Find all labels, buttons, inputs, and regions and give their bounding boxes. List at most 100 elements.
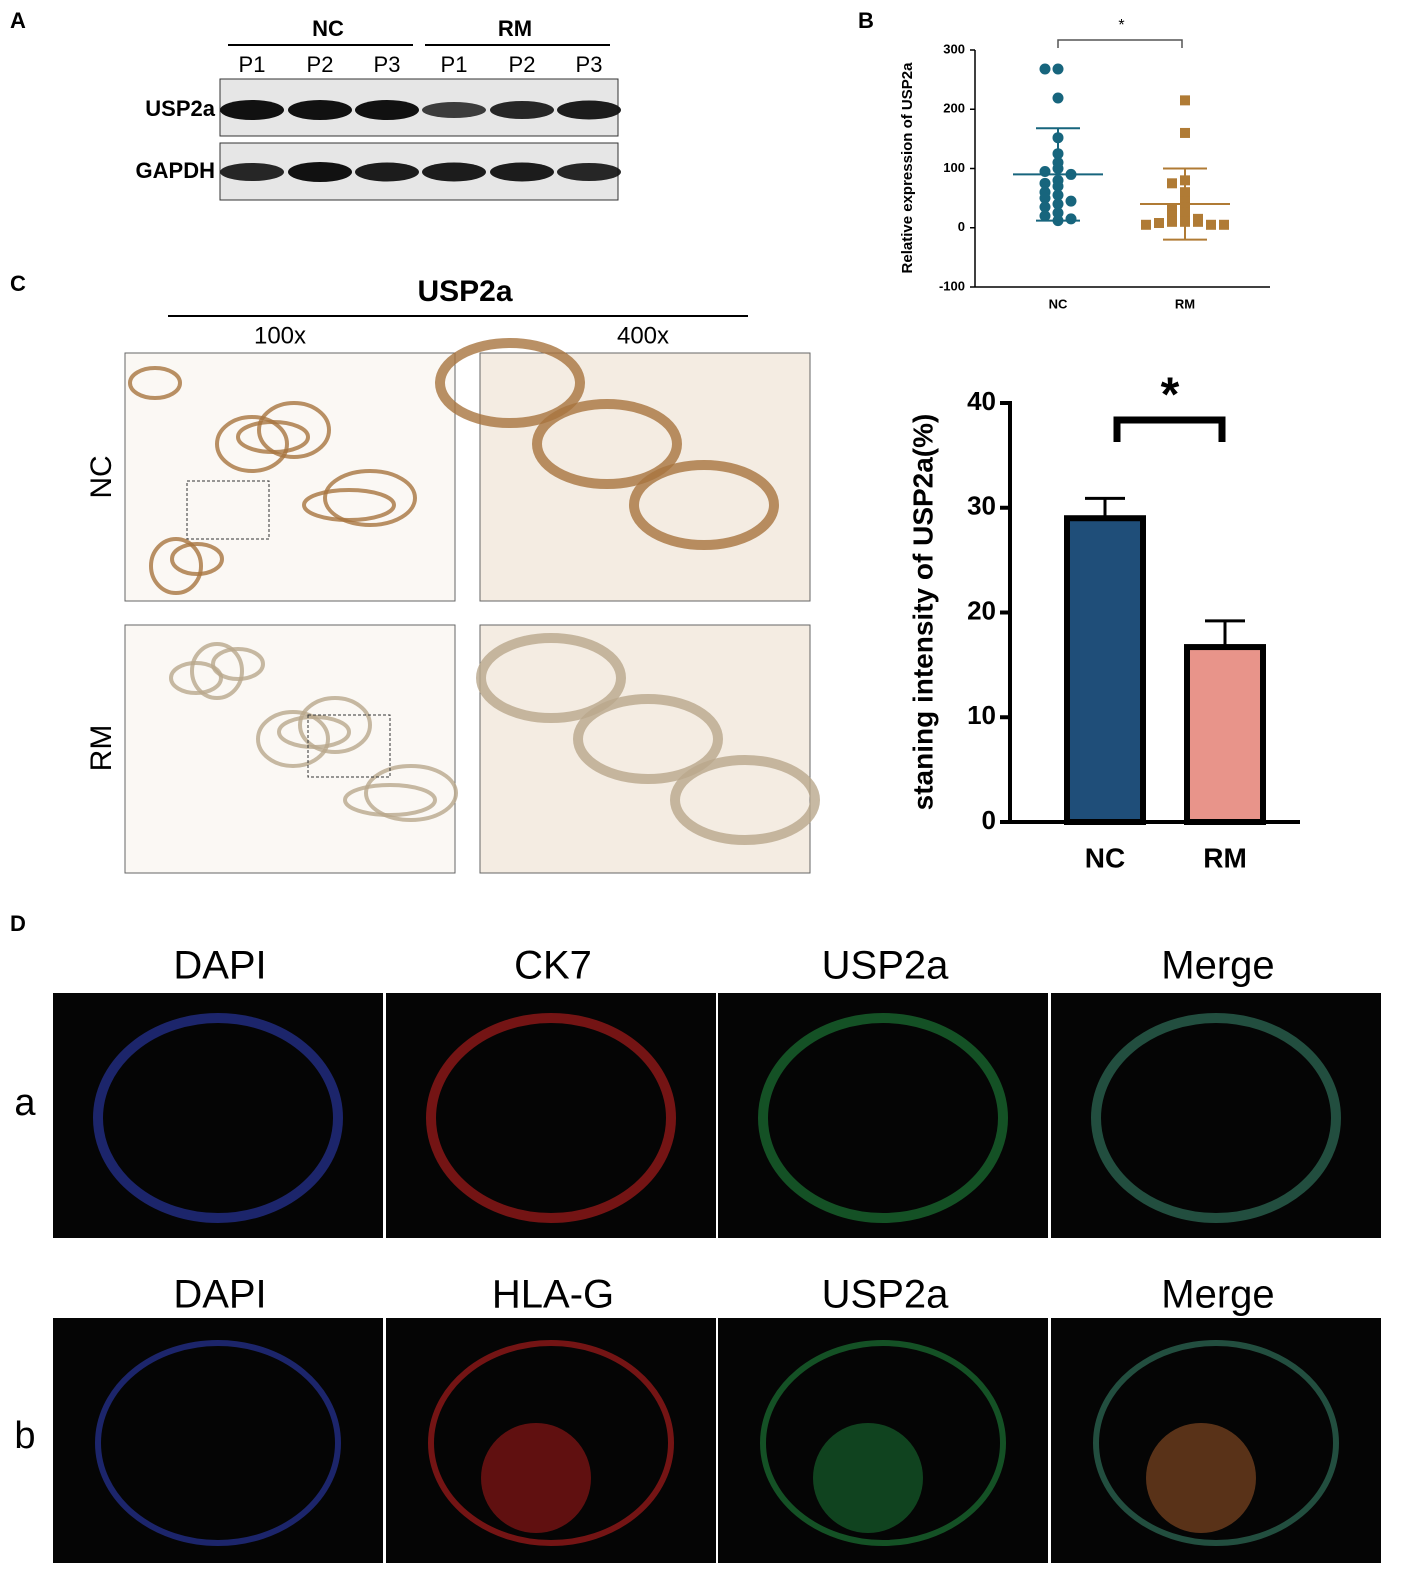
tissue	[670, 755, 820, 845]
ihc-image	[479, 624, 811, 874]
if-image	[53, 1318, 383, 1563]
if-image	[718, 1318, 1048, 1563]
stained-region	[481, 1423, 591, 1533]
blot-band	[422, 162, 486, 182]
tissue-outline	[758, 1013, 1008, 1223]
data-point	[1052, 63, 1064, 75]
data-point	[1154, 218, 1164, 229]
data-point	[1065, 213, 1077, 225]
tissue	[476, 633, 626, 723]
lane-label: P2	[307, 52, 334, 77]
blot-band	[490, 162, 554, 182]
if-image	[386, 993, 716, 1238]
group-label: RM	[498, 16, 532, 41]
panel-label: B	[858, 8, 874, 33]
data-point	[1039, 63, 1051, 75]
tissue	[170, 542, 224, 576]
tissue	[256, 710, 330, 768]
tissue-outline	[760, 1340, 1006, 1546]
tissue-outline	[93, 1013, 343, 1223]
data-point	[1141, 219, 1151, 230]
data-point	[1039, 210, 1051, 222]
blot-band	[355, 100, 419, 120]
data-point	[1167, 210, 1177, 221]
ihc-title: USP2a	[417, 275, 512, 308]
row-label: b	[14, 1415, 35, 1457]
significance: *	[1118, 17, 1124, 34]
data-point	[1039, 192, 1051, 204]
y-tick-label: 0	[958, 219, 965, 234]
tissue	[149, 537, 203, 595]
y-axis-label: staning intensity of USP2a(%)	[907, 414, 938, 811]
tissue-outline	[1091, 1013, 1341, 1223]
blot-band	[557, 100, 621, 120]
channel-label: HLA-G	[492, 1273, 614, 1317]
channel-label: DAPI	[173, 944, 266, 988]
lane-label: P3	[576, 52, 603, 77]
channel-label: Merge	[1161, 1273, 1274, 1317]
tissue	[298, 696, 372, 754]
tissue	[629, 460, 779, 550]
blot-band	[220, 100, 284, 120]
y-tick-label: 30	[967, 491, 996, 521]
significance: *	[1161, 369, 1180, 422]
x-tick-label: RM	[1175, 296, 1195, 311]
blot-row-label: GAPDH	[136, 158, 215, 183]
data-point	[1180, 95, 1190, 106]
channel-label: USP2a	[822, 944, 949, 988]
data-point	[1193, 216, 1203, 227]
tissue	[573, 694, 723, 784]
y-tick-label: 200	[943, 101, 965, 116]
panel-label: C	[10, 271, 26, 296]
row-label: NC	[85, 455, 118, 498]
x-tick-label: RM	[1203, 842, 1247, 873]
y-tick-label: 300	[943, 41, 965, 56]
data-point	[1167, 178, 1177, 189]
zoom-box	[186, 480, 270, 540]
channel-label: USP2a	[822, 1273, 949, 1317]
significance-bracket	[1057, 39, 1183, 48]
blot-band	[557, 163, 621, 181]
data-point	[1039, 177, 1051, 189]
x-tick-label: NC	[1049, 296, 1068, 311]
channel-label: DAPI	[173, 1273, 266, 1317]
tissue	[257, 401, 331, 459]
significance-bracket	[1113, 416, 1226, 442]
group-label: NC	[312, 16, 344, 41]
magnification: 100x	[254, 322, 306, 349]
y-tick-label: 100	[943, 160, 965, 175]
data-point	[1219, 219, 1229, 230]
blot-band	[490, 101, 554, 119]
if-image	[53, 993, 383, 1238]
tissue	[532, 399, 682, 489]
data-point	[1167, 216, 1177, 227]
data-point	[1052, 92, 1064, 104]
tissue	[323, 469, 417, 527]
tissue	[215, 415, 289, 473]
tissue	[364, 764, 458, 822]
channel-label: Merge	[1161, 944, 1274, 988]
blot-band	[355, 162, 419, 182]
y-tick-label: -100	[939, 278, 965, 293]
tissue-outline	[1093, 1340, 1339, 1546]
ihc-image	[124, 624, 456, 874]
data-point	[1180, 127, 1190, 138]
if-image	[1051, 1318, 1381, 1563]
blot-band	[288, 100, 352, 120]
bar	[1064, 515, 1146, 825]
tissue-outline	[428, 1340, 674, 1546]
y-tick-label: 20	[967, 595, 996, 625]
row-label: a	[14, 1082, 36, 1124]
y-tick-label: 40	[967, 386, 996, 416]
data-point	[1206, 219, 1216, 230]
zoom-box	[307, 714, 391, 778]
tissue	[169, 661, 223, 695]
if-image	[1051, 993, 1381, 1238]
blot-band	[422, 102, 486, 118]
channel-label: CK7	[514, 944, 592, 988]
magnification: 400x	[617, 322, 669, 349]
lane-label: P1	[441, 52, 468, 77]
data-point	[1065, 195, 1077, 207]
tissue-outline	[426, 1013, 676, 1223]
